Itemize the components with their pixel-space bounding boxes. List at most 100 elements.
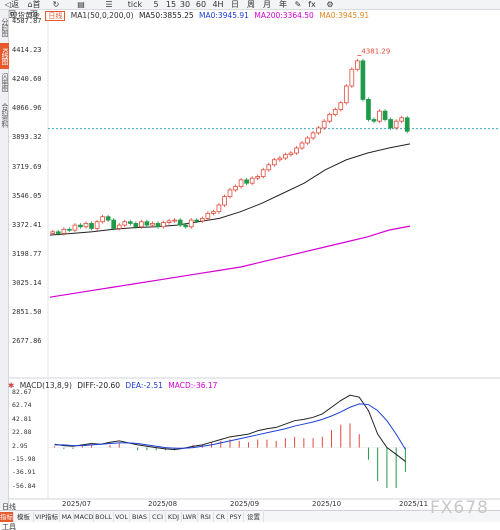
- candle-body: [72, 224, 78, 231]
- watermark-logo: FX678: [430, 498, 489, 518]
- candle-body: [294, 147, 299, 154]
- price-tick-label: 3893.32: [12, 133, 42, 142]
- macd-dea-line: [54, 403, 406, 450]
- candle-body: [271, 159, 277, 166]
- side-tab-1[interactable]: K线图: [0, 43, 9, 69]
- price-tick-label: 4240.60: [12, 75, 42, 84]
- candlestick-chart[interactable]: 4381.29: [0, 0, 500, 510]
- indicator-tab-0[interactable]: 指标: [0, 512, 14, 522]
- candle-body: [244, 179, 249, 184]
- candle-body: [222, 196, 227, 206]
- candle-body: [144, 221, 150, 226]
- ma0b-value: MA0:3945.91: [319, 11, 370, 20]
- candle-body: [50, 231, 56, 234]
- indicator-tab-6[interactable]: VOL: [114, 512, 130, 522]
- indicator-tab-7[interactable]: BIAS: [130, 512, 150, 522]
- home-icon: ⌂: [27, 0, 33, 9]
- candle-body: [260, 169, 266, 177]
- candle-body: [133, 223, 139, 228]
- price-tick-label: 3719.69: [12, 162, 42, 171]
- candle-body: [89, 223, 94, 229]
- candle-body: [211, 211, 216, 214]
- indicator-tab-8[interactable]: CCI: [150, 512, 166, 522]
- candle-body: [249, 177, 255, 184]
- candle-body: [299, 142, 305, 149]
- period-5-button[interactable]: 5: [153, 0, 159, 9]
- side-tab-3[interactable]: 合约资料: [1, 103, 9, 127]
- period-badge[interactable]: 日线: [45, 11, 66, 21]
- period-周-button[interactable]: 周: [247, 0, 255, 9]
- settings-icon[interactable]: ⚙: [326, 0, 334, 9]
- period-60-button[interactable]: 60: [195, 0, 207, 9]
- toolbar-label: fx: [308, 0, 316, 9]
- candle-body: [255, 176, 261, 179]
- period-年-button[interactable]: 年: [279, 0, 287, 9]
- indicator-info-bar: 现货黄金 日线 MA1(50,0,200,0) MA50:3855.25 MA0…: [10, 11, 500, 21]
- toolbar-home-button[interactable]: ⌂首页: [24, 0, 44, 19]
- candle-body: [321, 120, 327, 129]
- indicator-tab-5[interactable]: BOLL: [94, 512, 114, 522]
- side-tab-2[interactable]: 闪电图: [1, 73, 9, 91]
- price-tick-label: 3025.14: [12, 278, 42, 287]
- period-月-button[interactable]: 月: [263, 0, 271, 9]
- period-15-button[interactable]: 15: [165, 0, 177, 9]
- indicator-tab-1[interactable]: 模板: [14, 512, 34, 522]
- macd-tick-label: 62.74: [12, 401, 32, 410]
- candle-body: [177, 219, 183, 226]
- macd-tick-label: 22.88: [12, 428, 32, 437]
- candle-body: [127, 221, 133, 224]
- side-tab-0[interactable]: 分时图: [1, 18, 9, 36]
- date-tick-label: 2025/10: [312, 500, 342, 508]
- candle-body: [382, 110, 388, 120]
- date-tick-label: 2025/08: [148, 500, 178, 508]
- candle-body: [305, 137, 310, 144]
- indicator-tab-14[interactable]: 设置: [244, 512, 264, 522]
- indicator-tab-4[interactable]: MACD: [74, 512, 94, 522]
- indicator-tab-10[interactable]: LWR: [182, 512, 198, 522]
- candle-body: [404, 117, 410, 132]
- ma-params: MA1(50,0,200,0): [70, 11, 134, 20]
- candle-body: [150, 223, 155, 226]
- indicator-tab-11[interactable]: RSI: [198, 512, 214, 522]
- chart-icon[interactable]: ▤: [77, 0, 85, 9]
- draw-icon[interactable]: ✎: [294, 0, 302, 9]
- ma50-line: [49, 143, 411, 236]
- toolbar-formula-button[interactable]: fx: [304, 0, 320, 10]
- price-tick-label: 3198.77: [12, 249, 42, 258]
- candle-body: [233, 186, 238, 191]
- date-tick-label: 2025/09: [230, 500, 260, 508]
- candle-body: [227, 189, 233, 198]
- list-icon[interactable]: ☰: [105, 0, 113, 9]
- indicator-tab-9[interactable]: KDJ: [166, 512, 182, 522]
- candle-body: [216, 204, 222, 213]
- macd-gear-icon[interactable]: ✱: [8, 381, 15, 390]
- period-4H-button[interactable]: 4H: [212, 0, 224, 9]
- candle-body: [388, 119, 393, 129]
- candle-body: [166, 220, 172, 223]
- candle-body: [343, 85, 349, 104]
- toolbar-label: 返回: [8, 0, 20, 19]
- indicator-tab-12[interactable]: CR: [214, 512, 228, 522]
- period-tick-button[interactable]: tick: [127, 0, 143, 9]
- candle-body: [194, 219, 200, 222]
- date-tick-label: 2025/07: [62, 500, 92, 508]
- candle-body: [199, 218, 205, 222]
- symbol-name: 现货黄金: [10, 11, 40, 20]
- refresh-icon[interactable]: ↻: [52, 0, 60, 9]
- candle-body: [161, 222, 166, 228]
- candle-body: [238, 179, 244, 187]
- candle-body: [83, 223, 89, 228]
- indicator-tab-2[interactable]: VIP指标: [34, 512, 60, 522]
- period-30-button[interactable]: 30: [179, 0, 191, 9]
- indicator-tab-13[interactable]: PSY: [228, 512, 244, 522]
- indicator-tab-3[interactable]: MA: [60, 512, 74, 522]
- toolbar-back-button[interactable]: ◁返回: [2, 0, 22, 19]
- candle-body: [377, 110, 382, 122]
- period-日-button[interactable]: 日: [231, 0, 239, 9]
- candle-body: [205, 212, 211, 219]
- macd-diff-value: DIFF:-20.60: [77, 381, 121, 390]
- day-period-tab[interactable]: 日线: [2, 503, 16, 511]
- candle-body: [288, 152, 294, 156]
- candle-body: [283, 154, 288, 159]
- candle-body: [360, 60, 366, 100]
